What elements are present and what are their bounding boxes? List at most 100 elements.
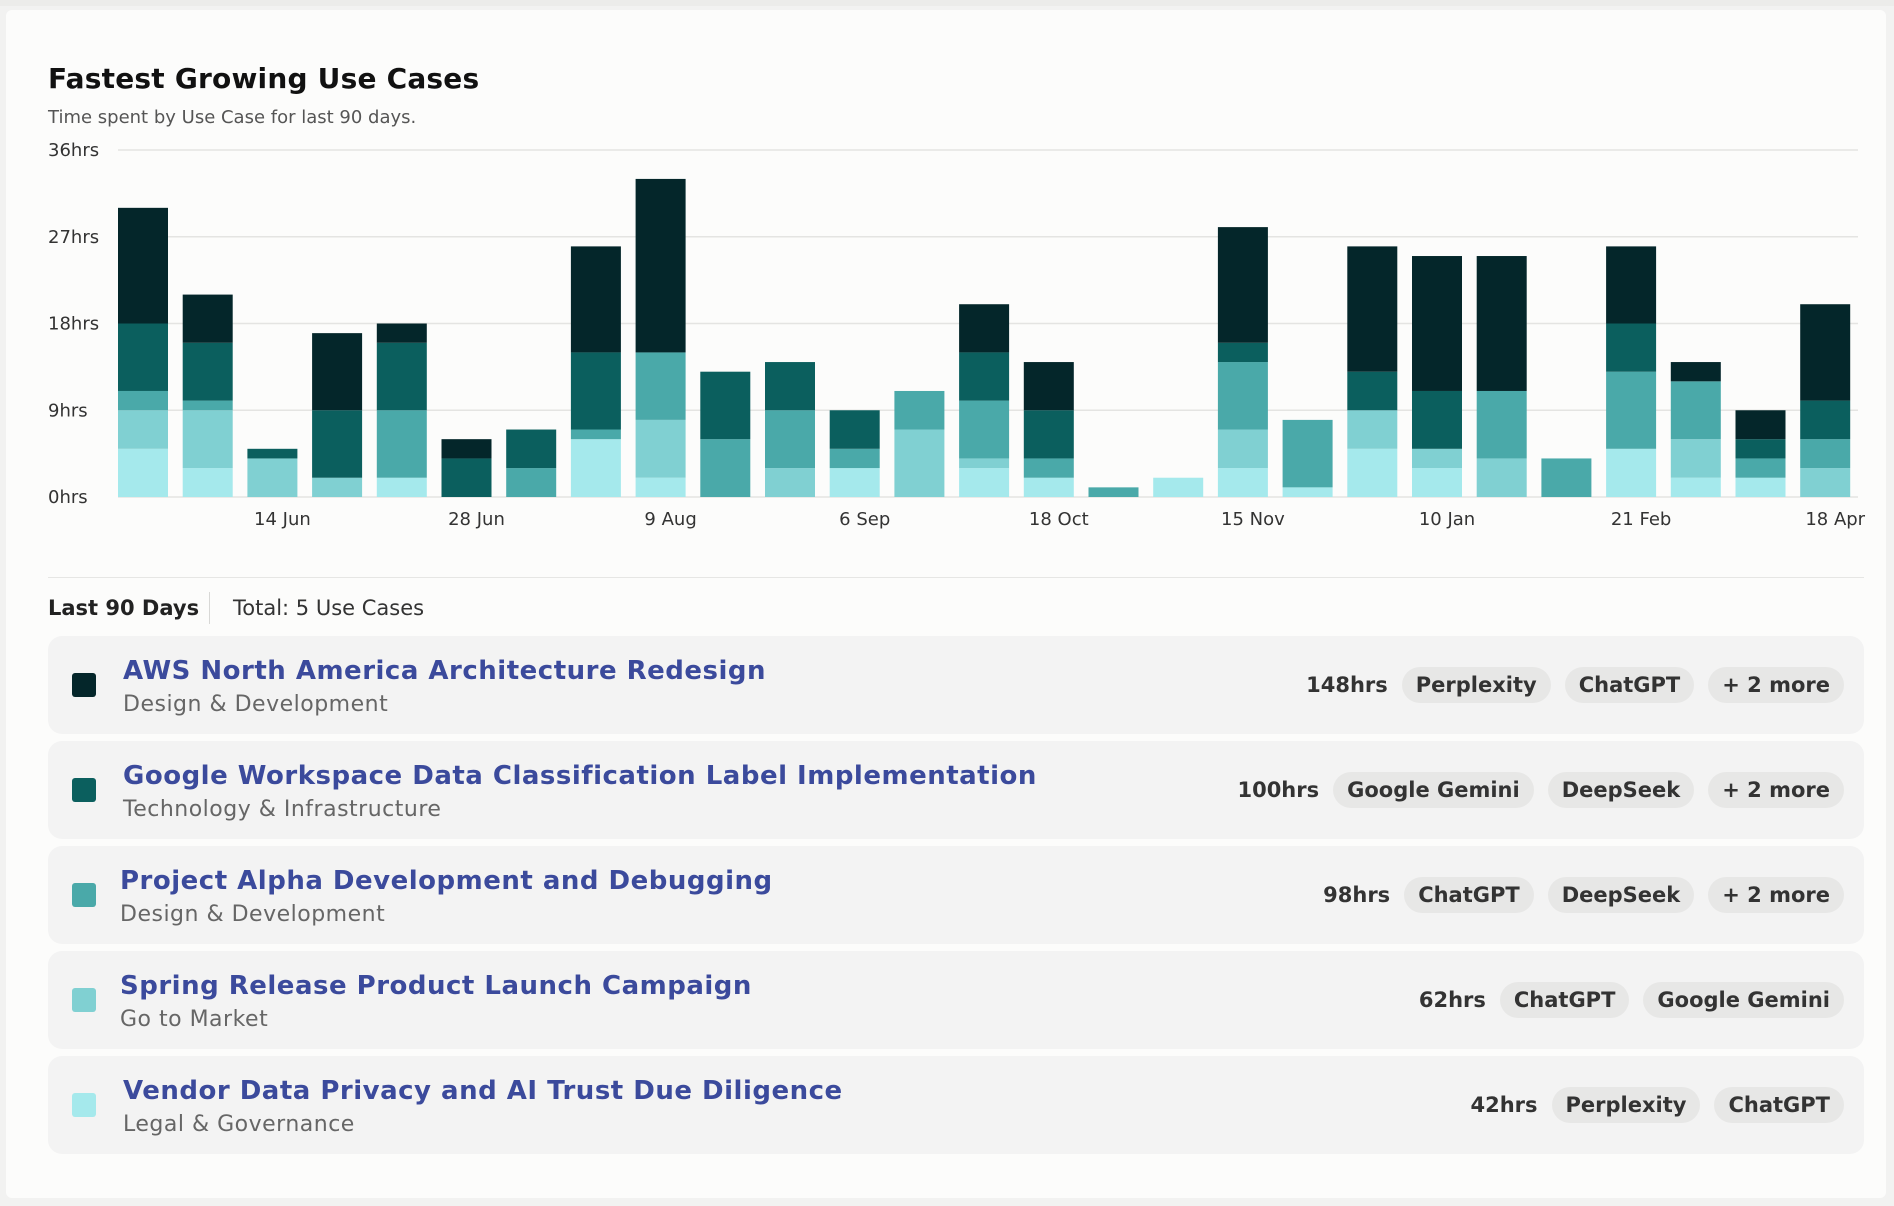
bar-segment (570, 352, 621, 430)
bar-segment (182, 400, 233, 411)
bar-segment (1282, 487, 1333, 497)
bar-segment (118, 207, 168, 324)
bar-segment (635, 477, 686, 497)
bar-segment (700, 439, 751, 497)
bar-segment (1670, 362, 1721, 382)
y-tick-label: 18hrs (48, 314, 99, 335)
bar-segment (959, 458, 1010, 469)
bar-segment (635, 419, 686, 478)
bar-segment (959, 352, 1010, 401)
y-tick-label: 9hrs (48, 400, 88, 421)
more-tools-tag[interactable]: + 2 more (1708, 667, 1844, 703)
x-tick-label: 14 Jun (254, 509, 311, 530)
bar-segment (765, 468, 815, 497)
use-case-row[interactable]: Project Alpha Development and Debugging … (48, 846, 1864, 944)
color-swatch (72, 673, 96, 697)
more-tools-tag[interactable]: + 2 more (1708, 877, 1844, 913)
bar-segment (959, 400, 1010, 459)
use-case-category: Technology & Infrastructure (123, 797, 442, 822)
bar-segment (1670, 477, 1721, 497)
x-tick-label: 21 Feb (1611, 509, 1672, 530)
bar-segment (635, 352, 686, 420)
bar-segment (1347, 246, 1398, 372)
bar-segment (118, 323, 168, 391)
bar-segment (1670, 439, 1721, 478)
use-case-category: Design & Development (123, 692, 389, 717)
use-case-row[interactable]: Vendor Data Privacy and AI Trust Due Dil… (48, 1056, 1864, 1154)
bar-segment (1541, 458, 1592, 497)
bar-segment (1217, 468, 1268, 497)
bar-segment (959, 468, 1010, 497)
use-case-title[interactable]: AWS North America Architecture Redesign (123, 656, 767, 686)
bar-segment (894, 429, 945, 497)
y-tick-label: 27hrs (48, 227, 99, 248)
top-strip (0, 0, 1894, 6)
bar-segment (182, 342, 233, 401)
use-case-category: Legal & Governance (123, 1112, 355, 1137)
bar-segment (1735, 410, 1786, 440)
bar-segment (1735, 439, 1786, 459)
bar-segment (1217, 227, 1268, 343)
use-case-row[interactable]: Google Workspace Data Classification Lab… (48, 741, 1864, 839)
bar-segment (894, 390, 945, 430)
bar-segment (570, 246, 621, 353)
x-tick-label: 15 Nov (1221, 509, 1285, 530)
x-tick-label: 9 Aug (644, 509, 696, 530)
bar-segment (1023, 477, 1074, 497)
bar-segment (506, 429, 557, 469)
tool-tag: ChatGPT (1714, 1087, 1844, 1123)
bar-segment (247, 458, 298, 497)
bar-segment (829, 468, 880, 497)
more-tools-tag[interactable]: + 2 more (1708, 772, 1844, 808)
bar-segment (1800, 304, 1851, 401)
bar-segment (829, 448, 880, 469)
use-case-row[interactable]: Spring Release Product Launch Campaign G… (48, 951, 1864, 1049)
use-case-category: Design & Development (120, 902, 386, 927)
bar-segment (1606, 323, 1657, 372)
tool-tag: Google Gemini (1643, 982, 1844, 1018)
bar-segment (118, 410, 168, 449)
bar-segment (765, 410, 815, 469)
bar-segment (570, 439, 621, 497)
bar-segment (182, 468, 233, 497)
tool-tag: ChatGPT (1499, 982, 1630, 1018)
use-case-title[interactable]: Spring Release Product Launch Campaign (120, 971, 752, 1001)
bar-segment (312, 477, 363, 497)
bar-segment (1606, 371, 1657, 449)
y-tick-label: 36hrs (48, 140, 99, 161)
bar-segment (635, 178, 686, 353)
bar-segment (829, 410, 880, 449)
bar-segment (118, 390, 168, 411)
color-swatch (72, 778, 96, 802)
chart-title: Fastest Growing Use Cases (48, 62, 480, 95)
use-case-title[interactable]: Google Workspace Data Classification Lab… (123, 761, 1037, 791)
bar-segment (1412, 468, 1462, 497)
bar-segment (1023, 458, 1074, 478)
vertical-separator (209, 592, 210, 624)
use-case-hours: 98hrs (1323, 883, 1391, 907)
use-case-row[interactable]: AWS North America Architecture Redesign … (48, 636, 1864, 734)
bar-segment (1476, 458, 1527, 497)
bar-segment (1347, 410, 1398, 449)
bar-segment (1670, 381, 1721, 440)
x-tick-label: 18 Oct (1029, 509, 1089, 530)
use-case-hours: 148hrs (1306, 673, 1388, 697)
bar-segment (376, 342, 427, 411)
use-case-title[interactable]: Vendor Data Privacy and AI Trust Due Dil… (123, 1076, 843, 1106)
bar-segment (1023, 410, 1074, 459)
color-swatch (72, 988, 96, 1012)
use-case-title[interactable]: Project Alpha Development and Debugging (120, 866, 773, 896)
total-use-cases: Total: 5 Use Cases (233, 596, 425, 620)
bar-segment (182, 294, 233, 343)
x-tick-label: 10 Jan (1419, 509, 1475, 530)
bar-segment (376, 323, 427, 343)
tool-tag: Google Gemini (1333, 772, 1534, 808)
bar-segment (1412, 256, 1462, 391)
x-tick-label: 28 Jun (448, 509, 505, 530)
bar-segment (1800, 439, 1851, 469)
tool-tag: ChatGPT (1564, 667, 1695, 703)
bar-segment (1412, 390, 1462, 449)
bar-segment (1476, 256, 1527, 391)
use-case-hours: 62hrs (1418, 988, 1486, 1012)
bar-segment (1735, 477, 1786, 497)
